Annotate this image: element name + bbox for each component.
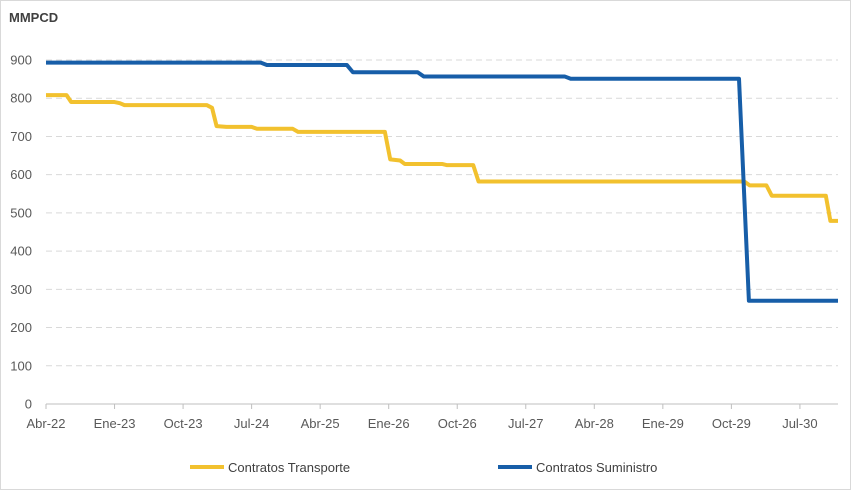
series-line-contratos-transporte (46, 93, 838, 223)
y-tick-label-400: 400 (10, 244, 32, 259)
x-tick-label-Jul-27: Jul-27 (508, 416, 543, 431)
legend-label-transporte: Contratos Transporte (228, 459, 351, 475)
legend-swatch-suministro (498, 465, 532, 469)
y-tick-label-700: 700 (10, 129, 32, 144)
y-tick-label-200: 200 (10, 320, 32, 335)
y-tick-label-0: 0 (25, 397, 32, 412)
y-axis-unit-label: MMPCD (9, 10, 59, 25)
y-tick-label-800: 800 (10, 91, 32, 106)
y-tick-label-600: 600 (10, 167, 32, 182)
x-tick-label-Abr-28: Abr-28 (575, 416, 614, 431)
y-tick-label-500: 500 (10, 205, 32, 220)
legend-label-suministro: Contratos Suministro (536, 459, 658, 475)
x-tick-label-Jul-24: Jul-24 (234, 416, 269, 431)
x-tick-label-Abr-22: Abr-22 (26, 416, 65, 431)
x-tick-label-Oct-26: Oct-26 (438, 416, 477, 431)
legend-swatch-transporte (190, 465, 224, 469)
x-tick-label-Ene-29: Ene-29 (642, 416, 684, 431)
x-tick-label-Ene-23: Ene-23 (94, 416, 136, 431)
legend: Contratos Transporte Contratos Suministr… (0, 457, 851, 477)
legend-item-contratos-suministro: Contratos Suministro (498, 457, 657, 477)
y-tick-label-300: 300 (10, 282, 32, 297)
x-tick-label-Jul-30: Jul-30 (782, 416, 817, 431)
series-line-contratos-suministro (46, 60, 838, 303)
x-tick-label-Ene-26: Ene-26 (368, 416, 410, 431)
x-tick-label-Abr-25: Abr-25 (301, 416, 340, 431)
legend-item-contratos-transporte: Contratos Transporte (190, 457, 350, 477)
y-tick-label-100: 100 (10, 358, 32, 373)
x-tick-label-Oct-23: Oct-23 (164, 416, 203, 431)
y-tick-label-900: 900 (10, 53, 32, 68)
x-tick-label-Oct-29: Oct-29 (712, 416, 751, 431)
